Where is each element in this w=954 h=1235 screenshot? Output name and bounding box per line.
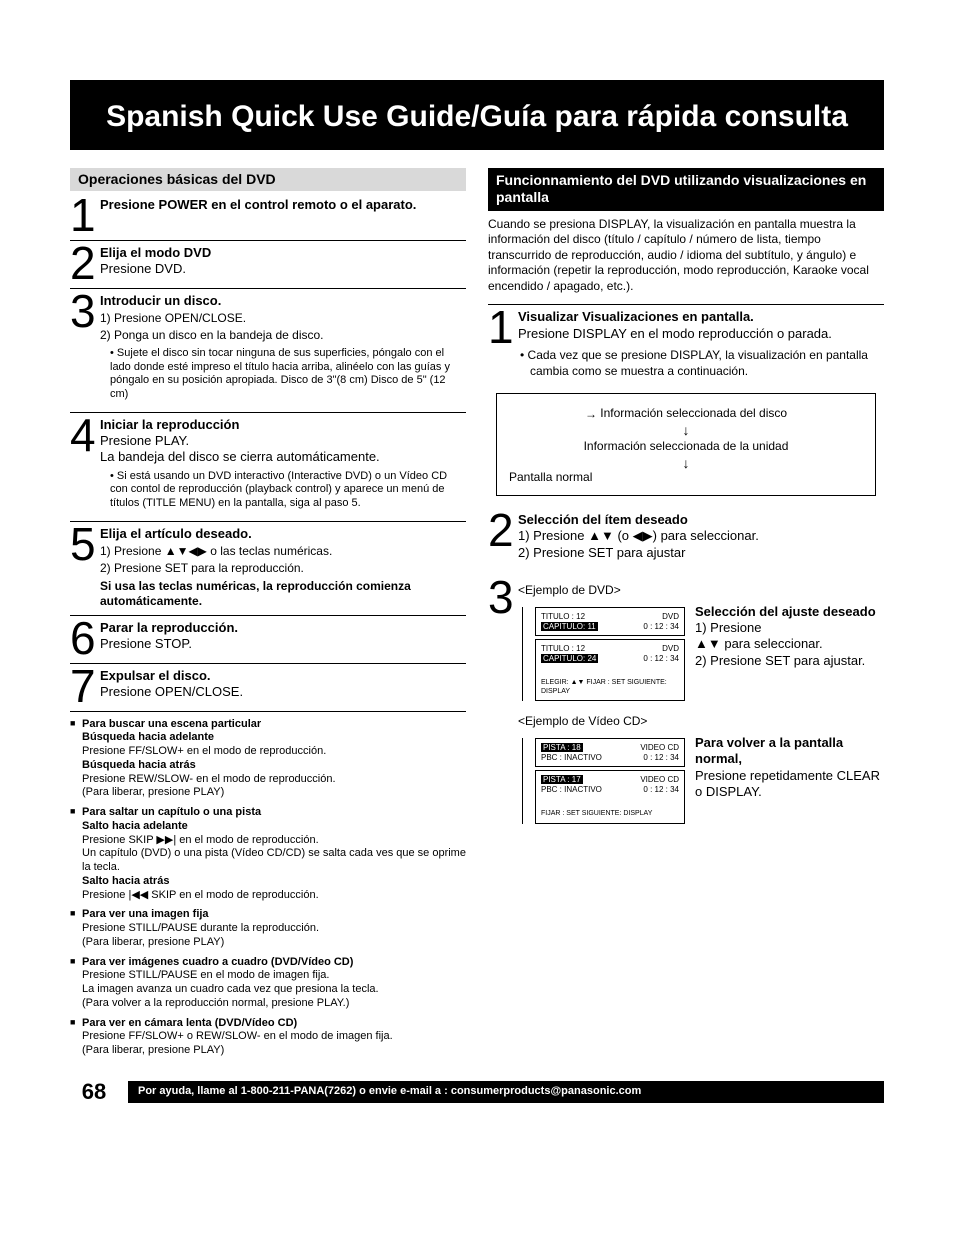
step-title: Presione POWER en el control remoto o el… — [100, 197, 466, 213]
osd-dvd-1: TITULO : 12DVD CAPITULO: 110 : 12 : 34 — [535, 607, 685, 636]
r-step-3: 3 <Ejemplo de DVD> TITULO : 12DVD CAPITU… — [488, 579, 884, 827]
osd-vcd-1: PISTA : 18VIDEO CD PBC : INACTIVO0 : 12 … — [535, 738, 685, 767]
left-section-header: Operaciones básicas del DVD — [70, 168, 466, 192]
tip: Para ver imágenes cuadro a cuadro (DVD/V… — [70, 956, 466, 1011]
return-text: Presione repetidamente CLEAR o DISPLAY. — [695, 768, 884, 801]
step-text: Presione DISPLAY en el modo reproducción… — [518, 326, 884, 342]
page-number: 68 — [70, 1078, 118, 1106]
columns: Operaciones básicas del DVD 1 Presione P… — [70, 164, 884, 1064]
step-title: Selección del ítem deseado — [518, 512, 884, 528]
step-number: 7 — [70, 668, 100, 705]
step-number: 1 — [70, 197, 100, 234]
return-title: Para volver a la pantalla normal, — [695, 735, 884, 768]
step-line: 2) Presione SET para la reproducción. — [100, 561, 466, 576]
divider — [70, 412, 466, 413]
example-dvd-label: <Ejemplo de DVD> — [518, 583, 884, 598]
tip: Para ver en cámara lenta (DVD/Vídeo CD)P… — [70, 1017, 466, 1058]
flow-b: Información seleccionada de la unidad — [509, 439, 863, 454]
example-vcd-label: <Ejemplo de Vídeo CD> — [518, 714, 884, 729]
arrow-down-icon: ↓ — [509, 423, 863, 437]
step-after: La bandeja del disco se cierra automátic… — [100, 449, 466, 465]
arrow-down-icon: ↓ — [509, 456, 863, 470]
left-column: Operaciones básicas del DVD 1 Presione P… — [70, 164, 466, 1064]
step-title: Expulsar el disco. — [100, 668, 466, 684]
step-line: 2) Ponga un disco en la bandeja de disco… — [100, 328, 466, 343]
tips: Para buscar una escena particularBúsqued… — [70, 718, 466, 1058]
divider — [70, 521, 466, 522]
step-number: 3 — [70, 293, 100, 330]
step-3: 3 Introducir un disco. 1) Presione OPEN/… — [70, 293, 466, 406]
step-number: 5 — [70, 526, 100, 563]
step-number: 4 — [70, 417, 100, 454]
step-7: 7 Expulsar el disco. Presione OPEN/CLOSE… — [70, 668, 466, 705]
divider — [70, 663, 466, 664]
step-title: Elija el artículo deseado. — [100, 526, 466, 542]
step-number: 3 — [488, 579, 518, 616]
footer: 68 Por ayuda, llame al 1-800-211-PANA(72… — [70, 1078, 884, 1106]
flow-c: Pantalla normal — [509, 470, 863, 485]
divider — [488, 304, 884, 305]
step-1: 1 Presione POWER en el control remoto o … — [70, 197, 466, 234]
step-number: 2 — [70, 245, 100, 282]
step-5: 5 Elija el artículo deseado. 1) Presione… — [70, 526, 466, 609]
r-step-2: 2 Selección del ítem deseado 1) Presione… — [488, 512, 884, 561]
step-bullet: Si está usando un DVD interactivo (Inter… — [110, 470, 466, 511]
osd-dvd-2: TITULO : 12DVD CAPITULO: 240 : 12 : 34 E… — [535, 639, 685, 701]
arrows-icon: ▲▼ — [588, 528, 614, 543]
step-line: 1) Presione ▲▼ (o ◀▶) para seleccionar. — [518, 528, 884, 544]
osd-foot: ELEGIR: ▲▼ FIJAR : SET SIGUIENTE: DISPLA… — [541, 679, 679, 696]
flow-a: Información seleccionada del disco — [600, 406, 787, 420]
step3-title: Selección del ajuste deseado — [695, 604, 884, 620]
flow-diagram: → Información seleccionada del disco ↓ I… — [496, 393, 876, 496]
step-bullet: Cada vez que se presione DISPLAY, la vis… — [530, 348, 884, 379]
step-title: Introducir un disco. — [100, 293, 466, 309]
divider — [70, 288, 466, 289]
step-number: 1 — [488, 309, 518, 346]
step-line: 1) Presione ▲▼ para seleccionar. — [695, 620, 884, 653]
page: Spanish Quick Use Guide/Guía para rápida… — [0, 0, 954, 1145]
right-intro: Cuando se presiona DISPLAY, la visualiza… — [488, 217, 884, 295]
step-note: Si usa las teclas numéricas, la reproduc… — [100, 579, 466, 609]
tip: Para saltar un capítulo o una pistaSalto… — [70, 806, 466, 902]
divider — [70, 711, 466, 712]
r-step-1: 1 Visualizar Visualizaciones en pantalla… — [488, 309, 884, 387]
step-line: 2) Presione SET para ajustar. — [695, 653, 884, 669]
osd-foot: FIJAR : SET SIGUIENTE: DISPLAY — [541, 810, 679, 818]
step-title: Parar la reproducción. — [100, 620, 466, 636]
step-number: 2 — [488, 512, 518, 549]
osd-dvd-group: TITULO : 12DVD CAPITULO: 110 : 12 : 34 T… — [518, 604, 685, 704]
step-line: 1) Presione OPEN/CLOSE. — [100, 311, 466, 326]
step-text: Presione PLAY. — [100, 433, 466, 449]
divider — [70, 240, 466, 241]
step-line: 2) Presione SET para ajustar — [518, 545, 884, 561]
footer-bar: Por ayuda, llame al 1-800-211-PANA(7262)… — [128, 1081, 884, 1103]
step-text: Presione DVD. — [100, 261, 466, 277]
step-title: Iniciar la reproducción — [100, 417, 466, 433]
step-line: 1) Presione ▲▼◀▶ o las teclas numéricas. — [100, 544, 466, 559]
step-4: 4 Iniciar la reproducción Presione PLAY.… — [70, 417, 466, 515]
right-section-header: Funcionnamiento del DVD utilizando visua… — [488, 168, 884, 211]
osd-vcd-2: PISTA : 17VIDEO CD PBC : INACTIVO0 : 12 … — [535, 770, 685, 824]
step-number: 6 — [70, 620, 100, 657]
step-title: Elija el modo DVD — [100, 245, 466, 261]
arrow-right-icon: → — [585, 407, 597, 422]
step-2: 2 Elija el modo DVD Presione DVD. — [70, 245, 466, 282]
tip: Para ver una imagen fijaPresione STILL/P… — [70, 908, 466, 949]
right-column: Funcionnamiento del DVD utilizando visua… — [488, 164, 884, 1064]
step-text: Presione STOP. — [100, 636, 466, 652]
arrows-icon: ▲▼ — [695, 636, 721, 651]
step-title: Visualizar Visualizaciones en pantalla. — [518, 309, 884, 325]
title-bar: Spanish Quick Use Guide/Guía para rápida… — [70, 80, 884, 150]
step-text: Presione OPEN/CLOSE. — [100, 684, 466, 700]
osd-vcd-group: PISTA : 18VIDEO CD PBC : INACTIVO0 : 12 … — [518, 735, 685, 827]
divider — [70, 615, 466, 616]
step-bullet: Sujete el disco sin tocar ninguna de sus… — [110, 347, 466, 402]
step-6: 6 Parar la reproducción. Presione STOP. — [70, 620, 466, 657]
arrows-icon: ◀▶ — [633, 528, 653, 543]
page-title: Spanish Quick Use Guide/Guía para rápida… — [80, 98, 874, 136]
tip: Para buscar una escena particularBúsqued… — [70, 718, 466, 801]
